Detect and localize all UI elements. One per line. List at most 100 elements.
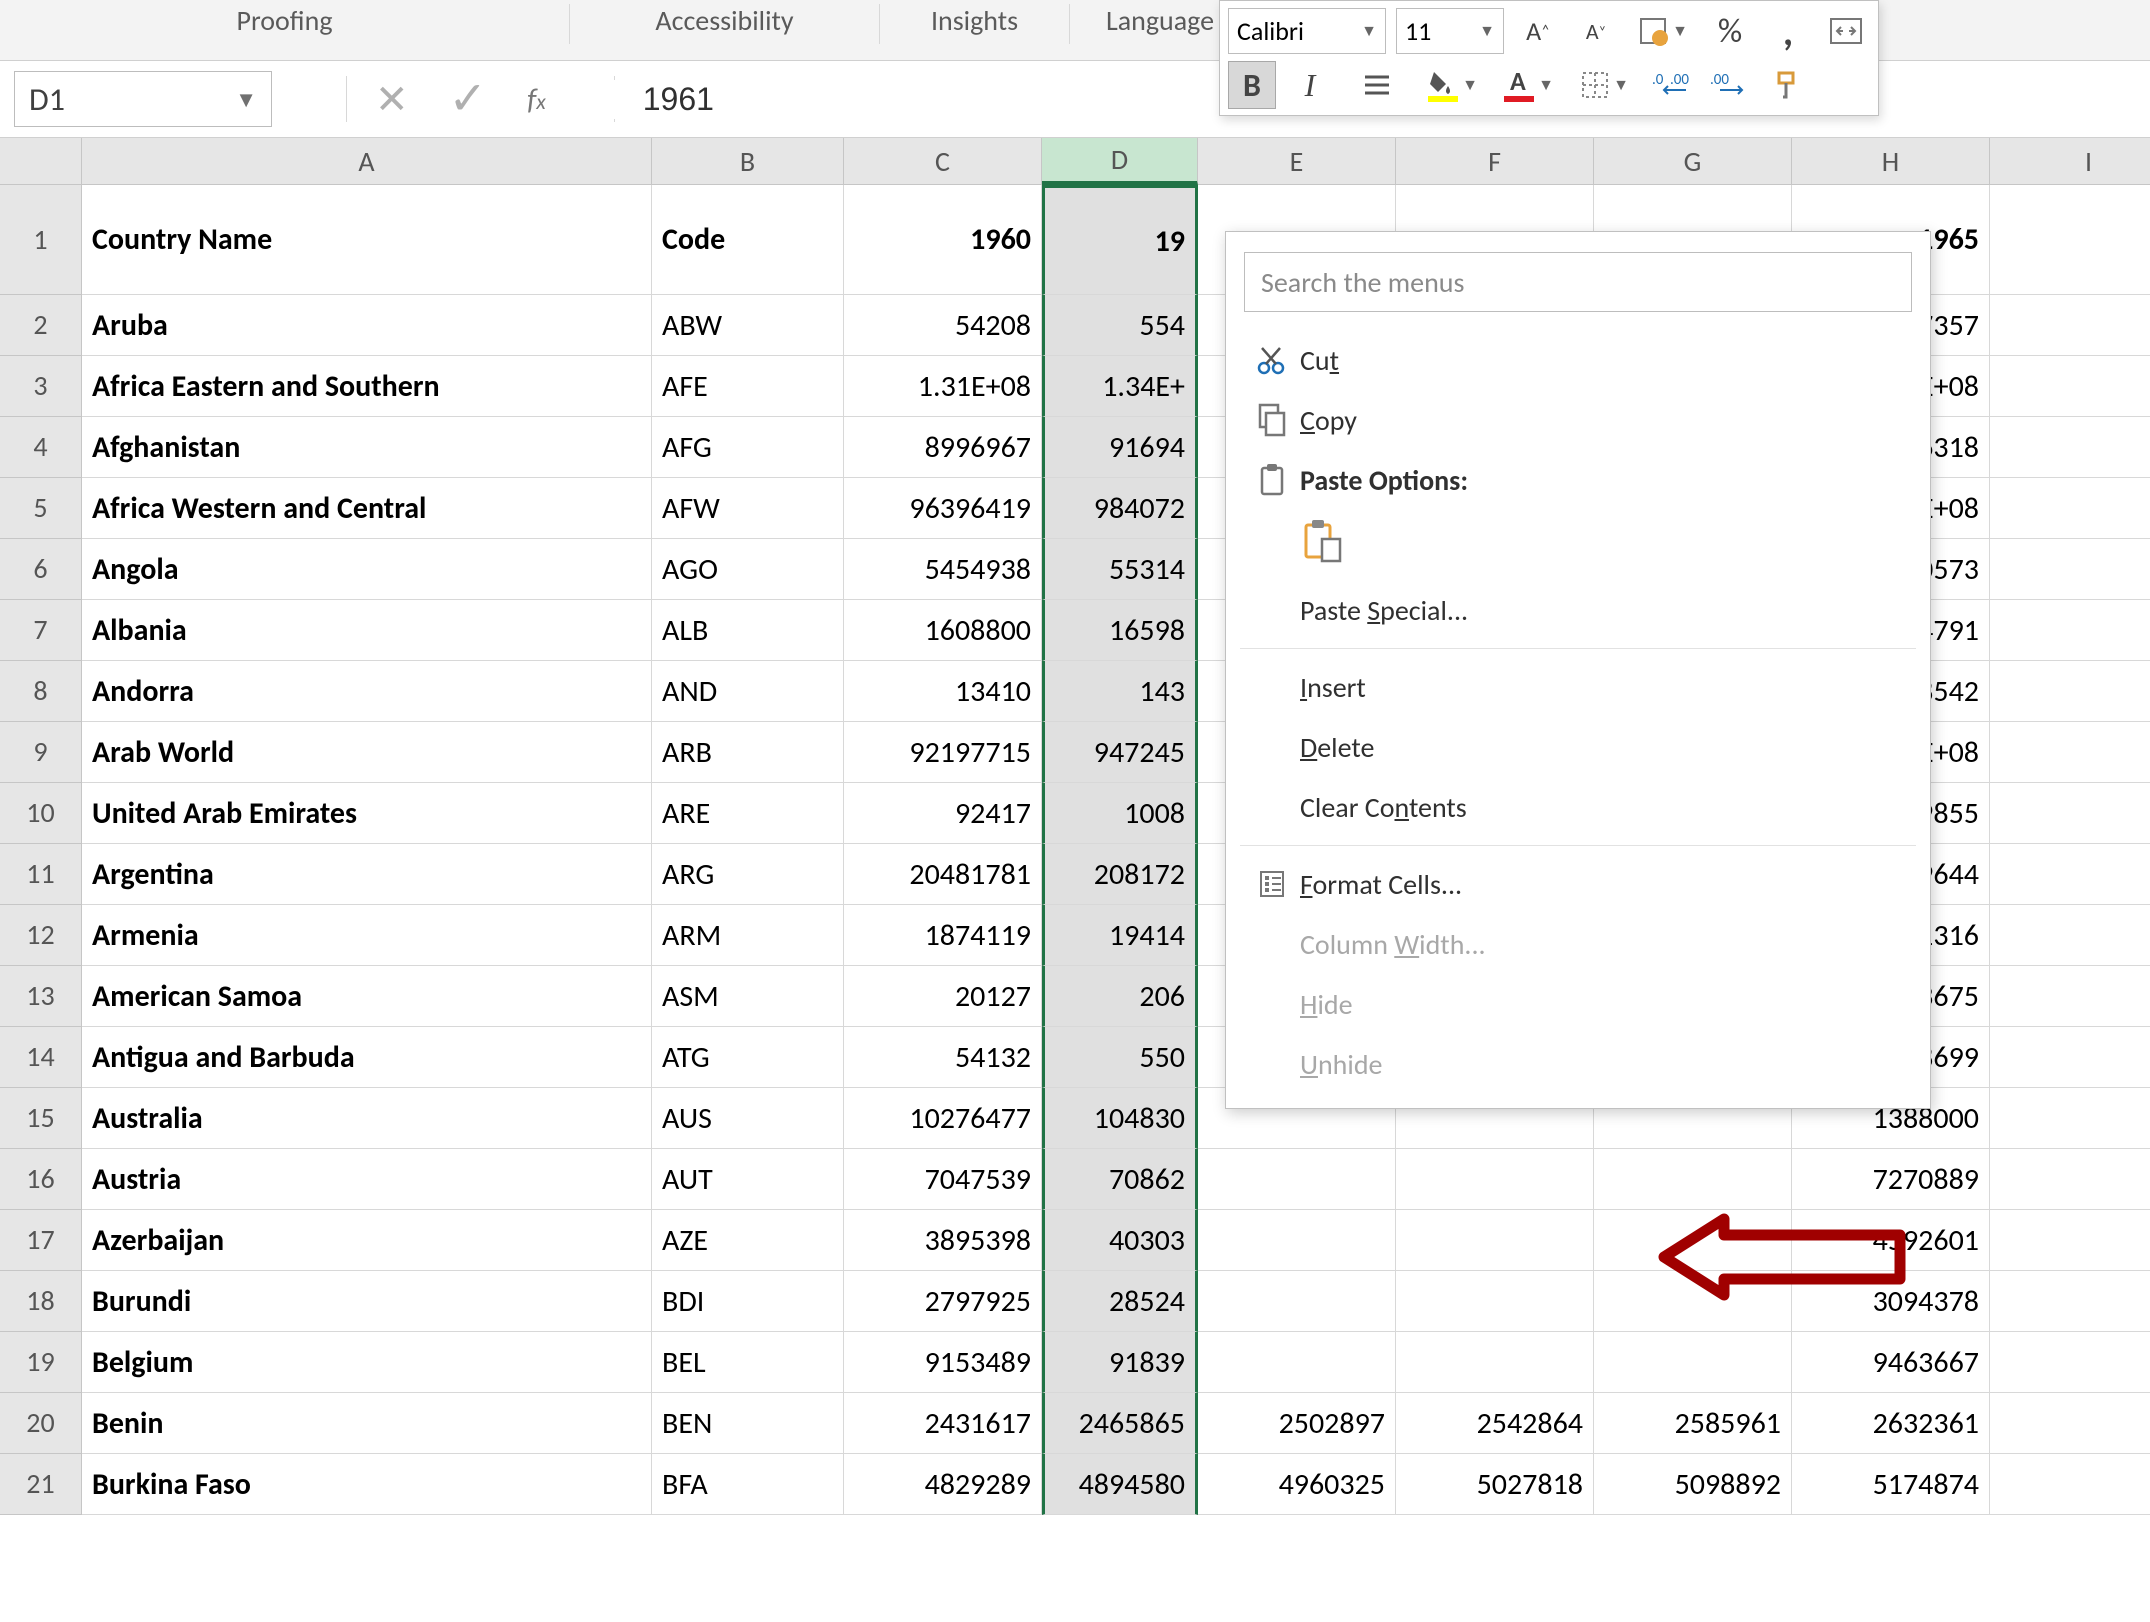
data-cell[interactable]: 96396419 [844, 478, 1042, 539]
data-cell[interactable]: 2465865 [1042, 1393, 1198, 1454]
data-cell[interactable]: AGO [652, 539, 844, 600]
data-cell[interactable]: 208172 [1042, 844, 1198, 905]
data-cell[interactable] [1990, 356, 2150, 417]
data-cell[interactable]: 7270889 [1792, 1149, 1990, 1210]
data-cell[interactable]: AUT [652, 1149, 844, 1210]
data-cell[interactable] [1198, 1332, 1396, 1393]
menu-item[interactable]: Insert [1226, 657, 1930, 717]
data-cell[interactable]: 1874119 [844, 905, 1042, 966]
data-cell[interactable] [1990, 1393, 2150, 1454]
data-cell[interactable]: ASM [652, 966, 844, 1027]
data-cell[interactable]: 13410 [844, 661, 1042, 722]
increase-font-icon[interactable]: A˄ [1514, 7, 1562, 55]
row-header[interactable]: 19 [0, 1332, 82, 1393]
data-cell[interactable]: Afghanistan [82, 417, 652, 478]
percent-icon[interactable]: % [1706, 7, 1754, 55]
data-cell[interactable] [1990, 1271, 2150, 1332]
row-header[interactable]: 10 [0, 783, 82, 844]
row-header[interactable]: 17 [0, 1210, 82, 1271]
data-cell[interactable] [1396, 1332, 1594, 1393]
column-header[interactable]: I [1990, 138, 2150, 185]
data-cell[interactable] [1990, 722, 2150, 783]
menu-item[interactable]: Delete [1226, 717, 1930, 777]
increase-decimal-icon[interactable]: .0.00 [1648, 61, 1696, 109]
font-color-button[interactable]: A ▼ [1496, 61, 1562, 109]
data-cell[interactable]: 1608800 [844, 600, 1042, 661]
row-header[interactable]: 21 [0, 1454, 82, 1515]
data-cell[interactable]: 143 [1042, 661, 1198, 722]
row-header[interactable]: 6 [0, 539, 82, 600]
data-cell[interactable]: ALB [652, 600, 844, 661]
cancel-icon[interactable]: ✕ [375, 75, 409, 124]
data-cell[interactable]: Burkina Faso [82, 1454, 652, 1515]
row-header[interactable]: 13 [0, 966, 82, 1027]
data-cell[interactable]: 28524 [1042, 1271, 1198, 1332]
data-cell[interactable]: 2 [1990, 844, 2150, 905]
data-cell[interactable] [1990, 1027, 2150, 1088]
paste-option-icon[interactable] [1300, 517, 1344, 573]
data-cell[interactable]: Arab World [82, 722, 652, 783]
column-header[interactable]: F [1396, 138, 1594, 185]
row-header[interactable]: 3 [0, 356, 82, 417]
header-cell[interactable]: 1960 [844, 185, 1042, 295]
column-header[interactable]: H [1792, 138, 1990, 185]
data-cell[interactable] [1594, 1149, 1792, 1210]
data-cell[interactable] [1396, 1210, 1594, 1271]
data-cell[interactable]: ABW [652, 295, 844, 356]
data-cell[interactable]: 91694 [1042, 417, 1198, 478]
data-cell[interactable]: 1 [1990, 1088, 2150, 1149]
data-cell[interactable]: 4960325 [1198, 1454, 1396, 1515]
data-cell[interactable]: Andorra [82, 661, 652, 722]
data-cell[interactable]: 92197715 [844, 722, 1042, 783]
font-family-select[interactable]: Calibri ▼ [1228, 8, 1386, 54]
format-painter-icon[interactable] [1764, 61, 1812, 109]
data-cell[interactable]: 20481781 [844, 844, 1042, 905]
data-cell[interactable] [1990, 905, 2150, 966]
data-cell[interactable]: 4592601 [1792, 1210, 1990, 1271]
data-cell[interactable]: 5027818 [1396, 1454, 1594, 1515]
fill-color-button[interactable]: ▼ [1420, 61, 1486, 109]
row-header[interactable]: 12 [0, 905, 82, 966]
data-cell[interactable]: Angola [82, 539, 652, 600]
row-header[interactable]: 14 [0, 1027, 82, 1088]
data-cell[interactable] [1990, 1210, 2150, 1271]
data-cell[interactable]: ATG [652, 1027, 844, 1088]
fx-icon[interactable]: fx [527, 81, 546, 118]
data-cell[interactable]: 1008 [1042, 783, 1198, 844]
merge-icon[interactable] [1822, 7, 1870, 55]
data-cell[interactable]: Benin [82, 1393, 652, 1454]
data-cell[interactable]: 20127 [844, 966, 1042, 1027]
data-cell[interactable]: Belgium [82, 1332, 652, 1393]
data-cell[interactable]: 1.31E+08 [844, 356, 1042, 417]
header-cell[interactable]: 19 [1042, 185, 1198, 295]
italic-button[interactable]: I [1286, 61, 1334, 109]
data-cell[interactable]: ARM [652, 905, 844, 966]
data-cell[interactable]: Albania [82, 600, 652, 661]
data-cell[interactable]: 7047539 [844, 1149, 1042, 1210]
header-cell[interactable]: Country Name [82, 185, 652, 295]
data-cell[interactable]: 2431617 [844, 1393, 1042, 1454]
data-cell[interactable]: AFE [652, 356, 844, 417]
data-cell[interactable]: American Samoa [82, 966, 652, 1027]
data-cell[interactable] [1990, 966, 2150, 1027]
row-header[interactable]: 20 [0, 1393, 82, 1454]
row-header[interactable]: 11 [0, 844, 82, 905]
menu-search-input[interactable]: Search the menus [1244, 252, 1912, 312]
data-cell[interactable]: Australia [82, 1088, 652, 1149]
data-cell[interactable]: 554 [1042, 295, 1198, 356]
data-cell[interactable]: 55314 [1042, 539, 1198, 600]
menu-item[interactable]: Cut [1226, 330, 1930, 390]
data-cell[interactable]: 8996967 [844, 417, 1042, 478]
data-cell[interactable]: 10276477 [844, 1088, 1042, 1149]
data-cell[interactable]: ARE [652, 783, 844, 844]
data-cell[interactable]: 2502897 [1198, 1393, 1396, 1454]
data-cell[interactable]: Antigua and Barbuda [82, 1027, 652, 1088]
data-cell[interactable]: AUS [652, 1088, 844, 1149]
data-cell[interactable]: 2632361 [1792, 1393, 1990, 1454]
comma-icon[interactable]: , [1764, 7, 1812, 55]
data-cell[interactable] [1990, 1332, 2150, 1393]
column-header[interactable]: C [844, 138, 1042, 185]
data-cell[interactable]: 5454938 [844, 539, 1042, 600]
data-cell[interactable]: AZE [652, 1210, 844, 1271]
data-cell[interactable] [1198, 1271, 1396, 1332]
